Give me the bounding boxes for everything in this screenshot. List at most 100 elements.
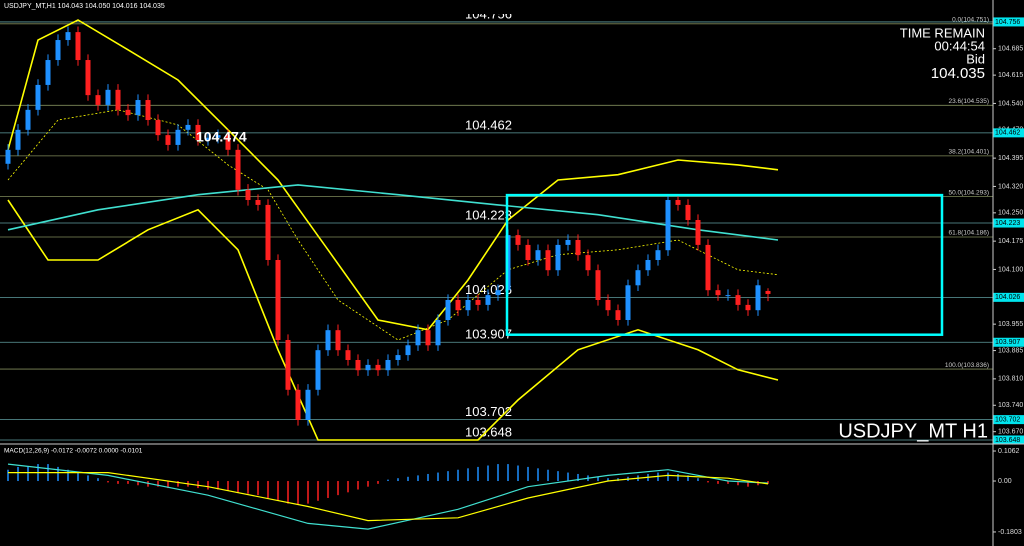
candle-body xyxy=(605,300,611,311)
bid-label: Bid xyxy=(966,51,985,66)
candle-body xyxy=(315,350,321,390)
candle-body xyxy=(595,270,601,300)
candle-body xyxy=(25,109,31,130)
range-box xyxy=(505,193,944,336)
candle-body xyxy=(85,60,91,96)
candle-body xyxy=(485,295,491,305)
y-tick-label: 104.100 xyxy=(998,266,1023,273)
level-box-label: 103.702 xyxy=(995,416,1020,423)
y-tick-label: 103.670 xyxy=(998,429,1023,436)
y-tick-label: 103.740 xyxy=(998,402,1023,409)
candle-body xyxy=(545,250,551,271)
macd-line xyxy=(8,472,769,522)
candle-body xyxy=(335,330,341,351)
candle-body xyxy=(495,290,501,296)
candle-body xyxy=(535,250,541,261)
candle-body xyxy=(685,204,691,221)
level-label: 104.223 xyxy=(465,207,512,222)
candle-body xyxy=(105,89,111,105)
level-box-label: 104.462 xyxy=(995,130,1020,137)
candle-body xyxy=(115,89,121,110)
y-tick-label: 104.175 xyxy=(998,238,1023,245)
y-tick-label: 104.395 xyxy=(998,155,1023,162)
fib-label: 61.8(104.186) xyxy=(949,230,989,237)
macd-plot xyxy=(7,463,769,530)
level-label: 103.907 xyxy=(465,327,512,342)
candle-body xyxy=(635,270,641,286)
indicator-line xyxy=(7,184,779,241)
level-label: 103.648 xyxy=(465,424,512,439)
level-box-label: 104.026 xyxy=(995,294,1020,301)
level-label: 103.702 xyxy=(465,404,512,419)
candle-body xyxy=(285,339,291,390)
y-tick-label: 104.540 xyxy=(998,100,1023,107)
time-remain: 00:44:54 xyxy=(934,38,985,53)
candle-body xyxy=(665,200,671,251)
candle-body xyxy=(65,32,71,41)
candle-body xyxy=(295,389,301,420)
candle-body xyxy=(265,204,271,261)
candle-body xyxy=(705,244,711,291)
candle-body xyxy=(725,295,731,297)
candle-body xyxy=(735,295,741,305)
fib-label: 23.6(104.535) xyxy=(949,98,989,105)
candle-body xyxy=(765,290,771,294)
candle-body xyxy=(355,359,361,371)
axis: 104.685104.615104.540104.470104.395104.3… xyxy=(993,17,1024,536)
candle-body xyxy=(225,135,231,150)
y-tick-label: 103.810 xyxy=(998,376,1023,383)
candle-body xyxy=(385,359,391,371)
candle-body xyxy=(555,244,561,271)
candle-body xyxy=(575,240,581,256)
y-tick-label: 103.955 xyxy=(998,321,1023,328)
candle-body xyxy=(475,300,481,305)
fib-label: 100.0(103.836) xyxy=(945,362,989,369)
candle-body xyxy=(655,250,661,261)
macd-line xyxy=(7,463,769,530)
macd-tick-label: 0.00 xyxy=(998,478,1012,485)
level-box xyxy=(993,128,1024,138)
candle-body xyxy=(95,95,101,105)
candle-body xyxy=(585,255,591,271)
candle-body xyxy=(55,40,61,61)
level-box-label: 103.907 xyxy=(995,339,1020,346)
candle-body xyxy=(395,355,401,360)
candle-body xyxy=(205,137,211,141)
candle-body xyxy=(45,60,51,85)
candle-body xyxy=(345,350,351,360)
candle-body xyxy=(465,300,471,311)
symbol-label: USDJPY_MT H1 xyxy=(838,420,988,442)
candle-body xyxy=(695,220,701,245)
candle-body xyxy=(195,124,201,141)
fib-label: 0.0(104.751) xyxy=(952,17,989,24)
level-box xyxy=(993,415,1024,425)
macd-tick-label: -0.1803 xyxy=(998,529,1022,536)
candle-body xyxy=(615,310,621,320)
candle-body xyxy=(645,260,651,271)
time-remain-label: TIME REMAIN xyxy=(900,25,985,40)
indicator-line xyxy=(7,199,779,441)
level-box xyxy=(993,17,1024,27)
candle-body xyxy=(625,285,631,320)
level-box xyxy=(993,218,1024,228)
candle-body xyxy=(745,304,751,311)
indicator-line xyxy=(7,19,779,331)
candle-body xyxy=(185,124,191,130)
fib-label: 50.0(104.293) xyxy=(949,189,989,196)
level-box xyxy=(993,337,1024,347)
candle-body xyxy=(155,120,161,136)
candle-body xyxy=(275,260,281,340)
candle-body xyxy=(435,319,441,346)
header: USDJPY_MT,H1 104.043 104.050 104.016 104… xyxy=(4,3,165,10)
candle-body xyxy=(245,189,251,201)
candle-body xyxy=(375,364,381,371)
candle-body xyxy=(755,285,761,311)
candle-body xyxy=(525,244,531,261)
candle-body xyxy=(405,345,411,356)
level-box-label: 103.648 xyxy=(995,437,1020,444)
candle-body xyxy=(35,84,41,110)
y-tick-label: 104.615 xyxy=(998,72,1023,79)
candle-body xyxy=(305,389,311,420)
